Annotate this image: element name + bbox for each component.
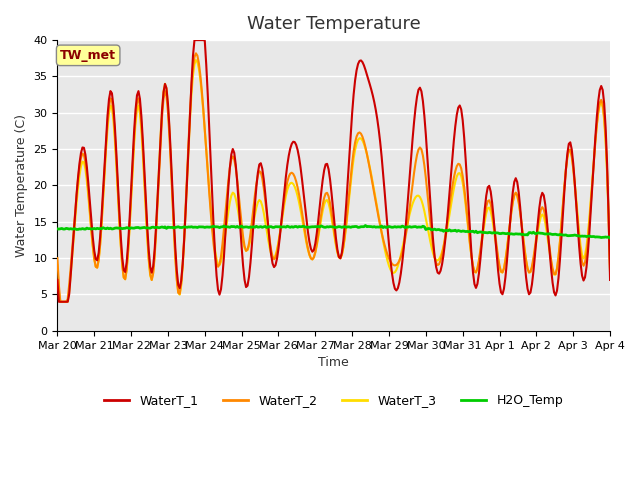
X-axis label: Time: Time — [318, 356, 349, 369]
WaterT_2 — [276, 230, 284, 236]
H2O_Temp — [177, 225, 185, 230]
H2O_Temp — [606, 235, 614, 241]
WaterT_3 — [600, 117, 608, 123]
WaterT_2 — [606, 270, 614, 276]
WaterT_1 — [55, 299, 63, 305]
WaterT_2 — [192, 50, 200, 56]
WaterT_1 — [179, 261, 186, 267]
Title: Water Temperature: Water Temperature — [247, 15, 420, 33]
WaterT_3 — [565, 147, 573, 153]
WaterT_2 — [54, 255, 61, 261]
WaterT_2 — [565, 147, 573, 153]
WaterT_1 — [276, 233, 284, 239]
WaterT_3 — [54, 263, 61, 268]
Line: WaterT_1: WaterT_1 — [58, 40, 610, 302]
WaterT_2 — [179, 261, 186, 267]
H2O_Temp — [412, 224, 419, 229]
Line: WaterT_3: WaterT_3 — [58, 60, 610, 302]
WaterT_1 — [600, 101, 608, 107]
WaterT_2 — [56, 299, 64, 305]
WaterT_2 — [413, 152, 421, 158]
Text: TW_met: TW_met — [60, 49, 116, 62]
WaterT_3 — [56, 299, 64, 305]
Line: WaterT_2: WaterT_2 — [58, 53, 610, 302]
WaterT_1 — [606, 277, 614, 283]
WaterT_3 — [606, 270, 614, 276]
WaterT_1 — [54, 277, 61, 283]
H2O_Temp — [54, 226, 61, 232]
Legend: WaterT_1, WaterT_2, WaterT_3, H2O_Temp: WaterT_1, WaterT_2, WaterT_3, H2O_Temp — [99, 389, 568, 412]
H2O_Temp — [273, 224, 281, 229]
WaterT_3 — [363, 151, 371, 157]
Y-axis label: Water Temperature (C): Water Temperature (C) — [15, 114, 28, 257]
WaterT_2 — [363, 151, 371, 156]
H2O_Temp — [362, 223, 369, 228]
WaterT_3 — [413, 193, 421, 199]
WaterT_1 — [191, 37, 198, 43]
WaterT_1 — [413, 94, 421, 100]
WaterT_3 — [192, 57, 200, 63]
WaterT_3 — [179, 264, 186, 270]
H2O_Temp — [360, 224, 368, 229]
WaterT_3 — [276, 230, 284, 236]
Line: H2O_Temp: H2O_Temp — [58, 226, 610, 238]
WaterT_1 — [565, 141, 573, 147]
H2O_Temp — [599, 234, 607, 240]
H2O_Temp — [563, 233, 571, 239]
WaterT_1 — [363, 72, 371, 77]
WaterT_2 — [600, 114, 608, 120]
